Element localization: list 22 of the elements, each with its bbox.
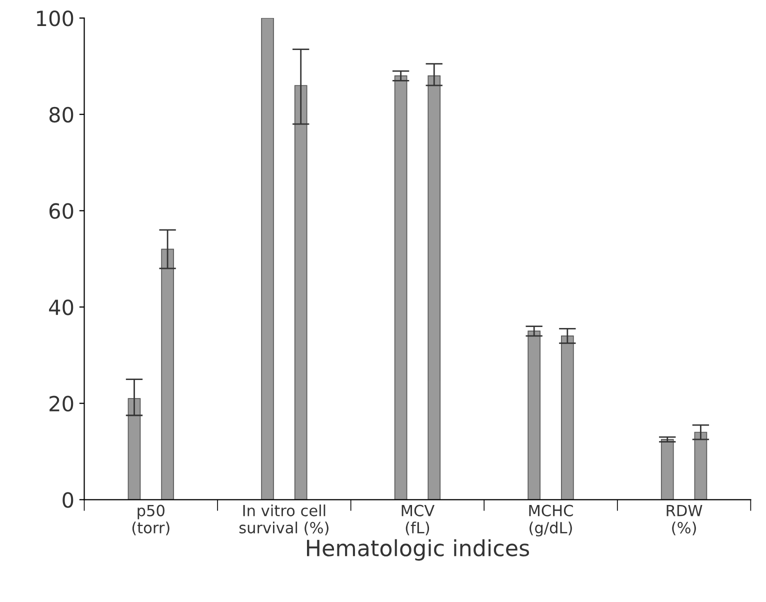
bar: [294, 85, 308, 500]
bar: [560, 335, 574, 500]
y-tick-label: 80: [49, 106, 74, 123]
y-tick-label: 60: [49, 203, 74, 219]
bar: [528, 330, 541, 500]
x-tick-label: In vitro cell survival (%): [239, 504, 328, 536]
bar: [161, 248, 174, 500]
y-tick-label: 40: [49, 299, 74, 316]
y-tick-label: 100: [37, 10, 74, 26]
x-tick-label: RDW (%): [666, 504, 702, 536]
x-tick-label: p50 (torr): [132, 504, 170, 536]
x-axis-title: Hematologic indices: [307, 539, 530, 561]
bar: [660, 439, 674, 500]
y-tick-label: 20: [50, 396, 74, 412]
x-tick-label: MCV (fL): [402, 504, 434, 536]
bar: [394, 75, 408, 500]
x-tick-label: MCHC (g/dL): [529, 504, 573, 536]
bar: [128, 398, 141, 500]
bar: [261, 18, 274, 500]
y-tick-label: 0: [62, 492, 74, 508]
bar: [428, 75, 441, 500]
bar: [694, 432, 708, 500]
